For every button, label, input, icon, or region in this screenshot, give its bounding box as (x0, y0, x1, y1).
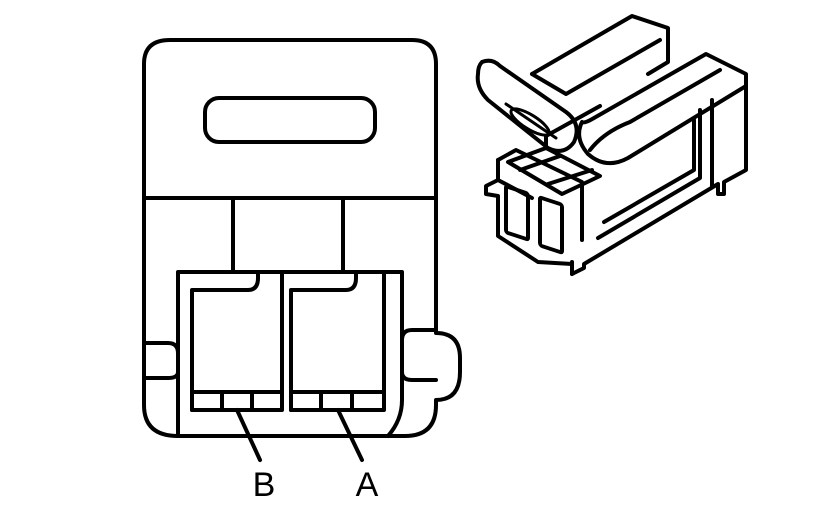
right-notch (400, 328, 438, 382)
connector-perspective-view (475, 14, 748, 276)
leader-line-a (336, 408, 364, 462)
cavity-housing (176, 270, 404, 438)
connector-body-outline (142, 38, 462, 438)
front-cavity-right (538, 195, 564, 255)
terminal-cavity-a (289, 270, 386, 412)
latch-slot (203, 96, 377, 144)
left-notch (142, 341, 180, 380)
latch-loop (577, 52, 748, 166)
rear-housing-top (530, 14, 670, 76)
housing-side (570, 84, 748, 276)
terminal-label-b: B (253, 466, 276, 504)
connector-front-view (142, 38, 462, 462)
terminal-label-a: A (356, 466, 379, 504)
front-cavity-left (504, 184, 530, 242)
leader-line-b (235, 408, 262, 462)
lock-tab (475, 58, 579, 153)
terminal-cavity-b (190, 270, 284, 412)
housing-front-face (484, 158, 574, 276)
